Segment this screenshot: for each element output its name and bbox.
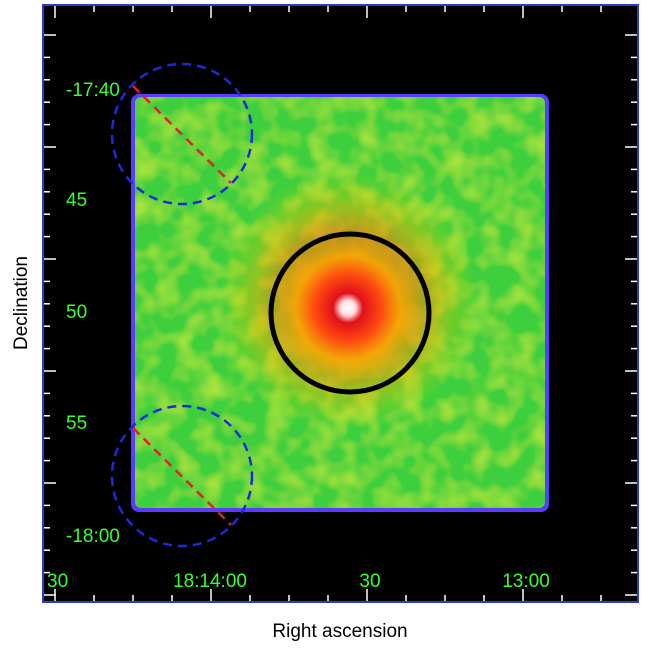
y-tick-label: 50 bbox=[66, 302, 87, 323]
page: -17:40 45 50 55 -18:00 30 18:14:00 30 13… bbox=[0, 0, 660, 651]
y-tick-label: -17:40 bbox=[66, 80, 120, 101]
x-tick-label: 13:00 bbox=[502, 571, 550, 592]
y-axis-label: Declination bbox=[11, 256, 32, 350]
x-tick-label: 18:14:00 bbox=[173, 571, 247, 592]
y-tick-label: 45 bbox=[66, 190, 87, 211]
x-tick-label: 30 bbox=[47, 571, 68, 592]
sky-image-figure: -17:40 45 50 55 -18:00 30 18:14:00 30 13… bbox=[0, 0, 660, 646]
x-tick-label: 30 bbox=[359, 571, 380, 592]
y-tick-label: -18:00 bbox=[66, 526, 120, 547]
x-axis-label: Right ascension bbox=[272, 621, 407, 642]
image-content bbox=[112, 64, 549, 546]
y-tick-label: 55 bbox=[66, 413, 87, 434]
